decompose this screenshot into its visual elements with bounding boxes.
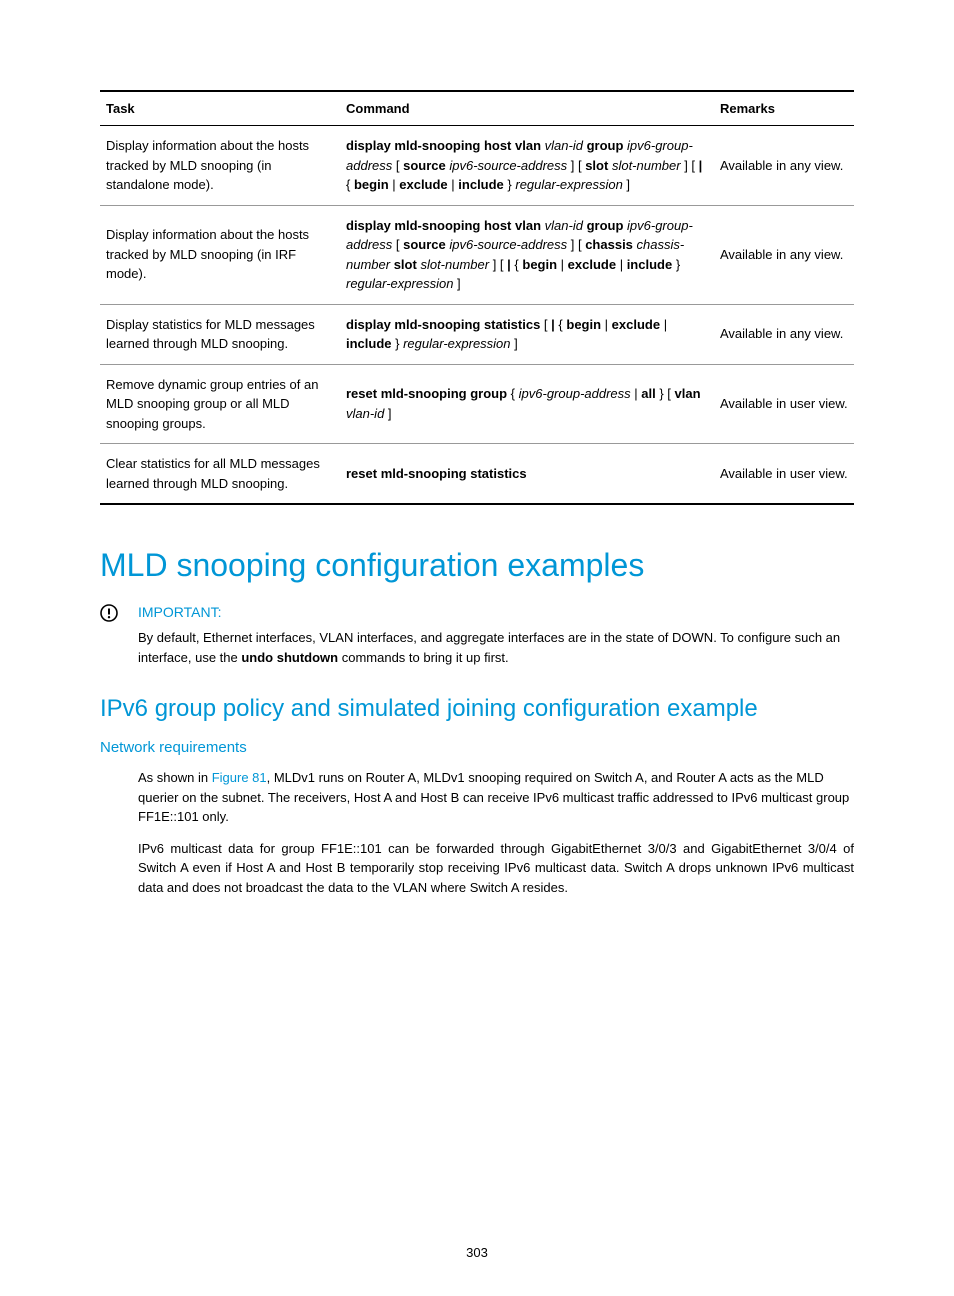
- table-row: Display information about the hosts trac…: [100, 205, 854, 304]
- cell-task: Remove dynamic group entries of an MLD s…: [100, 364, 340, 444]
- th-remarks: Remarks: [714, 91, 854, 126]
- table-row: Display information about the hosts trac…: [100, 126, 854, 206]
- page-number: 303: [0, 1245, 954, 1260]
- cell-remarks: Available in user view.: [714, 364, 854, 444]
- heading-1: MLD snooping configuration examples: [100, 547, 854, 584]
- commands-table: Task Command Remarks Display information…: [100, 90, 854, 505]
- important-icon: [100, 604, 118, 625]
- cell-command: display mld-snooping host vlan vlan-id g…: [340, 126, 714, 206]
- cell-remarks: Available in any view.: [714, 205, 854, 304]
- cell-remarks: Available in any view.: [714, 304, 854, 364]
- th-command: Command: [340, 91, 714, 126]
- cell-task: Display statistics for MLD messages lear…: [100, 304, 340, 364]
- cell-remarks: Available in user view.: [714, 444, 854, 505]
- heading-2: IPv6 group policy and simulated joining …: [100, 695, 854, 723]
- cell-task: Display information about the hosts trac…: [100, 205, 340, 304]
- cell-remarks: Available in any view.: [714, 126, 854, 206]
- cell-command: reset mld-snooping group { ipv6-group-ad…: [340, 364, 714, 444]
- table-row: Remove dynamic group entries of an MLD s…: [100, 364, 854, 444]
- cell-task: Display information about the hosts trac…: [100, 126, 340, 206]
- cell-command: display mld-snooping statistics [ | { be…: [340, 304, 714, 364]
- paragraph-2: IPv6 multicast data for group FF1E::101 …: [138, 839, 854, 898]
- cell-command: reset mld-snooping statistics: [340, 444, 714, 505]
- table-row: Display statistics for MLD messages lear…: [100, 304, 854, 364]
- important-label: IMPORTANT:: [138, 604, 854, 620]
- cell-command: display mld-snooping host vlan vlan-id g…: [340, 205, 714, 304]
- important-block: IMPORTANT: By default, Ethernet interfac…: [138, 604, 854, 667]
- th-task: Task: [100, 91, 340, 126]
- heading-3: Network requirements: [100, 739, 854, 756]
- important-text: By default, Ethernet interfaces, VLAN in…: [138, 628, 854, 667]
- paragraph-1: As shown in Figure 81, MLDv1 runs on Rou…: [138, 768, 854, 827]
- cell-task: Clear statistics for all MLD messages le…: [100, 444, 340, 505]
- table-row: Clear statistics for all MLD messages le…: [100, 444, 854, 505]
